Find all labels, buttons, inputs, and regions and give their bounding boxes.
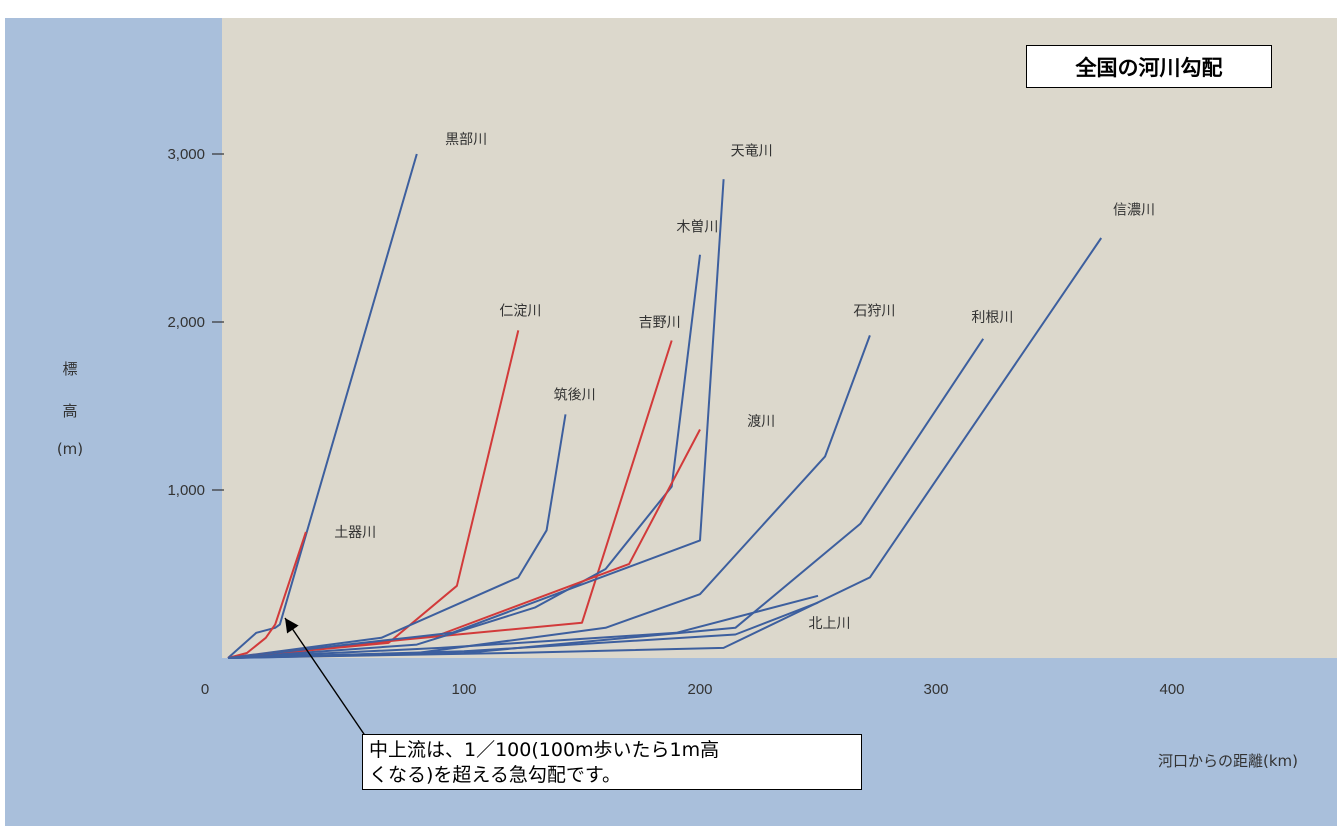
river-label: 吉野川 [639,315,681,331]
x-tick-label: 200 [687,681,712,698]
ylabel-char-2: 高 [62,402,78,420]
ylabel-unit: (m) [56,440,84,458]
river-label: 天竜川 [731,143,773,160]
y-tick-label: 2,000 [167,314,205,331]
annotation-arrow [284,617,367,738]
x-axis-label: 河口からの距離(km) [1158,752,1298,770]
series-line-石狩川 [227,335,871,659]
x-tick-label: 0 [201,681,209,698]
river-label: 信濃川 [1113,202,1155,218]
river-label: 石狩川 [853,303,895,319]
annotation-note-line1: 中上流は、1／100(100m歩いたら1m高 [369,739,720,761]
y-tick-label: 1,000 [167,482,205,499]
y-tick-label: 3,000 [167,146,205,163]
river-label: 渡川 [747,414,775,430]
river-label: 利根川 [971,310,1013,326]
river-label: 北上川 [809,616,851,632]
x-tick-label: 400 [1159,681,1184,698]
series-line-吉野川 [227,340,673,659]
series-line-unnamed-12 [227,594,819,659]
series-line-天竜川 [227,179,725,659]
series-line-仁淀川 [227,330,520,659]
series-line-黒部川 [227,153,418,659]
river-label: 黒部川 [445,132,487,148]
series-line-筑後川 [227,414,567,659]
river-label: 土器川 [334,525,376,541]
series-line-利根川 [227,338,985,659]
river-label: 筑後川 [554,387,596,403]
series-line-木曽川 [227,254,701,659]
x-tick-label: 100 [451,681,476,698]
series-line-土器川 [227,531,307,659]
ylabel-char-1: 標 [62,360,78,378]
series-line-北上川 [227,601,819,659]
river-label: 木曽川 [676,219,718,235]
annotation-note: 中上流は、1／100(100m歩いたら1m高 くなる)を超える急勾配です。 [362,734,862,790]
plot-area [222,18,1337,658]
annotation-note-line2: くなる)を超える急勾配です。 [369,764,621,786]
x-tick-label: 300 [923,681,948,698]
series-line-渡川 [227,429,701,659]
chart-title: 全国の河川勾配 [1026,45,1272,88]
river-label: 仁淀川 [499,303,541,319]
series-line-信濃川 [227,237,1103,659]
